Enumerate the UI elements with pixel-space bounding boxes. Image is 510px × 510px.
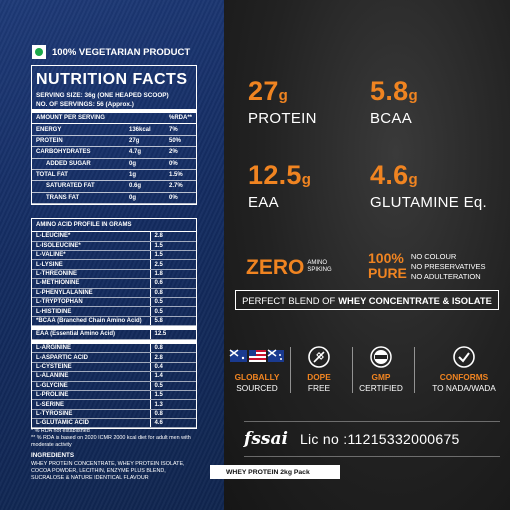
license-number: Lic no :11215332000675	[299, 431, 460, 447]
right-panel	[224, 0, 510, 510]
badge-dope-free: DOPE FREE	[286, 345, 352, 393]
table-row: L-VALINE* 1.5	[32, 250, 196, 261]
gmp-seal-icon	[348, 345, 414, 369]
list-item: NO PRESERVATIVES	[410, 262, 486, 272]
table-row: L-THREONINE 1.8	[32, 269, 196, 280]
table-row: ADDED SUGAR 0g 0%	[32, 158, 196, 170]
table-row: L-ALANINE 1.4	[32, 371, 196, 382]
ingredients-title: INGREDIENTS	[31, 452, 75, 460]
amino-table-other: L-ARGININE 0.8 L-ASPARTIC ACID 2.8 L-CYSTE…	[32, 343, 196, 429]
nutrition-facts-box: NUTRITION FACTS SERVING SIZE: 36g (ONE H…	[31, 65, 197, 205]
table-row: L-CYSTEINE 0.4	[32, 362, 196, 373]
table-row: L-PROLINE 1.5	[32, 390, 196, 401]
table-row: L-TRYPTOPHAN 0.5	[32, 297, 196, 308]
checkmark-icon	[424, 345, 504, 369]
flags-icon	[224, 345, 290, 369]
table-row: L-ASPARTIC ACID 2.8	[32, 352, 196, 363]
eaa-row: EAA (Essential Amino Acid) 12.5	[32, 330, 196, 340]
pure-claims: 100% PURE NO COLOUR NO PRESERVATIVES NO A…	[368, 250, 486, 282]
no-syringe-icon	[286, 345, 352, 369]
stat-bcaa: 5.8g BCAA	[370, 76, 418, 127]
fssai-license: fssai Lic no :11215332000675	[244, 421, 500, 457]
footnotes: * % RDA not established ** % RDA is base…	[31, 428, 199, 481]
veg-mark-icon	[32, 45, 46, 59]
veg-label: 100% VEGETARIAN PRODUCT	[52, 46, 191, 58]
list-item: NO ADULTERATION	[410, 272, 481, 282]
table-row: TOTAL FAT 1g 1.5%	[32, 169, 196, 182]
stat-protein: 27g PROTEIN	[248, 76, 317, 127]
table-row: L-SERINE 1.3	[32, 399, 196, 410]
list-item: NO COLOUR	[410, 252, 457, 261]
table-row: L-TYROSINE 0.8	[32, 409, 196, 420]
amino-table-eaa: EAA (Essential Amino Acid) 12.5	[32, 330, 196, 340]
badges-row: GLOBALLY SOURCED DOPE FREE GMP CERTIFIED…	[224, 345, 510, 401]
stat-glutamine: 4.6g GLUTAMINE Eq.	[370, 160, 487, 211]
amino-table-bcaa: L-LEUCINE* 2.8 L-ISOLEUCINE* 1.5 L-VALINE*…	[32, 232, 196, 327]
table-row: L-GLUTAMIC ACID 4.6	[32, 418, 196, 429]
amino-title: AMINO ACID PROFILE IN GRAMS	[32, 219, 196, 232]
badge-gmp: GMP CERTIFIED	[348, 345, 414, 393]
table-row: L-METHIONINE 0.6	[32, 278, 196, 289]
table-row: L-PHENYLALANINE 0.8	[32, 288, 196, 298]
table-row: L-GLYCINE 0.5	[32, 381, 196, 391]
ingredients-text: WHEY PROTEIN CONCENTRATE, WHEY PROTEIN I…	[31, 461, 185, 481]
table-row: CARBOHYDRATES 4.7g 2%	[32, 146, 196, 159]
stat-eaa: 12.5g EAA	[248, 160, 312, 211]
table-row: PROTEIN 27g 50%	[32, 135, 196, 148]
badge-nada: CONFORMS TO NADA/WADA	[424, 345, 504, 393]
rda-note-2: ** % RDA is based on 2020 ICMR 2000 kcal…	[31, 434, 191, 448]
nutrition-header-row: AMOUNT PER SERVING %RDA**	[32, 113, 196, 125]
table-row: ENERGY 136kcal 7%	[32, 123, 196, 136]
table-row: L-LEUCINE* 2.8	[32, 232, 196, 242]
table-row: L-ISOLEUCINE* 1.5	[32, 241, 196, 252]
table-row: L-ARGININE 0.8	[32, 343, 196, 354]
blend-banner: PERFECT BLEND OF WHEY CONCENTRATE & ISOLA…	[235, 290, 499, 310]
header-rda: %RDA**	[164, 113, 196, 125]
serving-size: SERVING SIZE: 36g (ONE HEAPED SCOOP)	[36, 92, 169, 99]
rda-note: * % RDA not established	[31, 428, 90, 434]
badge-global: GLOBALLY SOURCED	[224, 345, 290, 393]
table-row: TRANS FAT 0g 0%	[32, 192, 196, 205]
nutrition-table: AMOUNT PER SERVING %RDA** ENERGY 136kcal 7…	[32, 113, 196, 205]
amino-acid-box: AMINO ACID PROFILE IN GRAMS L-LEUCINE* 2.…	[31, 218, 197, 430]
servings-count: NO. OF SERVINGS: 56 (Approx.)	[36, 101, 134, 108]
pack-label: WHEY PROTEIN 2kg Pack	[210, 465, 340, 479]
table-row: *BCAA (Branched Chain Amino Acid) 5.8	[32, 316, 196, 327]
table-row: L-HISTIDINE 0.5	[32, 306, 196, 317]
table-row: L-LYSINE 2.5	[32, 259, 196, 270]
table-row: SATURATED FAT 0.6g 2.7%	[32, 180, 196, 193]
header-label: AMOUNT PER SERVING	[32, 113, 125, 125]
fssai-logo: fssai	[244, 429, 288, 449]
nutrition-title: NUTRITION FACTS	[36, 71, 188, 88]
zero-spiking: ZERO AMINO SPIKING	[246, 256, 332, 279]
vegetarian-badge: 100% VEGETARIAN PRODUCT	[32, 45, 190, 59]
